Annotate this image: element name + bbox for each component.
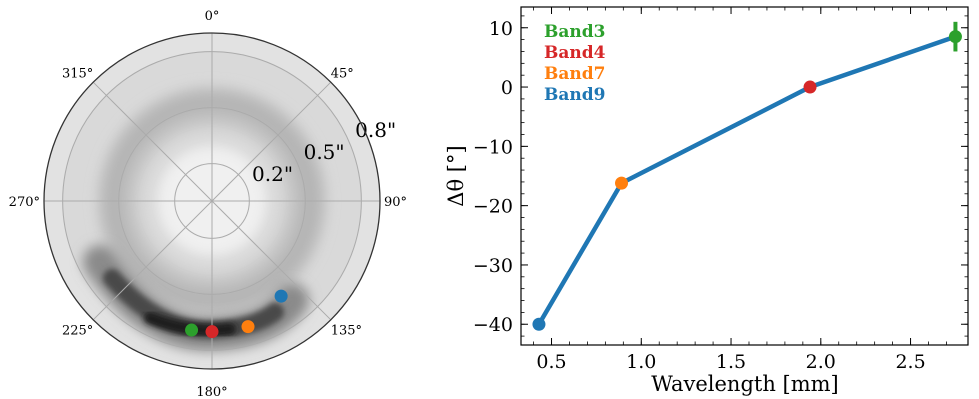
polar-point-band4 xyxy=(205,325,219,339)
legend-entry-band4: Band4 xyxy=(544,43,606,63)
angle-tick-label: 45° xyxy=(331,66,354,81)
plot-frame xyxy=(520,6,969,346)
data-point-band4 xyxy=(803,80,817,94)
series xyxy=(532,21,962,331)
polar-point-band9 xyxy=(274,289,288,303)
y-tick-label: 10 xyxy=(489,18,513,40)
x-tick-label: 2.0 xyxy=(806,351,836,373)
series-line xyxy=(536,34,958,327)
radius-tick-label: 0.2" xyxy=(252,162,293,186)
y-tick-label: −10 xyxy=(473,136,513,158)
polar-points xyxy=(185,289,288,339)
data-point-band3 xyxy=(948,30,962,44)
x-tick-label: 2.5 xyxy=(895,351,925,373)
angle-tick-label: 90° xyxy=(384,195,407,210)
y-tick-label: 0 xyxy=(501,77,513,99)
polar-frame xyxy=(43,32,381,370)
data-point-band9 xyxy=(532,317,546,331)
angle-tick-label: 180° xyxy=(196,385,227,399)
angle-tick-label: 315° xyxy=(62,66,93,81)
x-axis-label: Wavelength [mm] xyxy=(651,372,839,396)
legend-entry-band7: Band7 xyxy=(544,64,605,84)
polar-angle-ticks: 0° 45° 90° 135° 180° 225° 270° 315° xyxy=(9,9,407,399)
x-tick-label: 1.5 xyxy=(716,351,746,373)
radius-tick-label: 0.8" xyxy=(355,118,396,142)
y-tick-label: −20 xyxy=(473,196,513,218)
angle-gridline xyxy=(92,81,332,321)
angle-tick-label: 135° xyxy=(331,324,362,339)
y-axis-label: Δθ [°] xyxy=(444,145,468,206)
y-tick-label: −30 xyxy=(473,255,513,277)
polar-grid: 0.2" 0.5" 0.8" xyxy=(44,33,396,369)
polar-point-band3 xyxy=(185,323,199,337)
data-point-band7 xyxy=(615,176,629,190)
legend-entry-band3: Band3 xyxy=(544,22,605,42)
polar-point-band7 xyxy=(241,320,255,334)
radius-tick-label: 0.5" xyxy=(304,140,345,164)
polar-plot: 0.2" 0.5" 0.8" 0° 45° 90° 135° 180° 225° 270° 315… xyxy=(9,9,407,399)
x-tick-label: 0.5 xyxy=(536,351,566,373)
angle-tick-label: 225° xyxy=(62,324,93,339)
legend-entry-band9: Band9 xyxy=(544,85,605,105)
angle-tick-label: 0° xyxy=(205,9,220,24)
axis-ticks: 0.5 1.0 1.5 2.0 2.5 10 0 −10 −20 −30 −40 xyxy=(473,7,968,373)
x-tick-label: 1.0 xyxy=(626,351,656,373)
angle-tick-label: 270° xyxy=(9,195,40,210)
y-tick-label: −40 xyxy=(473,314,513,336)
